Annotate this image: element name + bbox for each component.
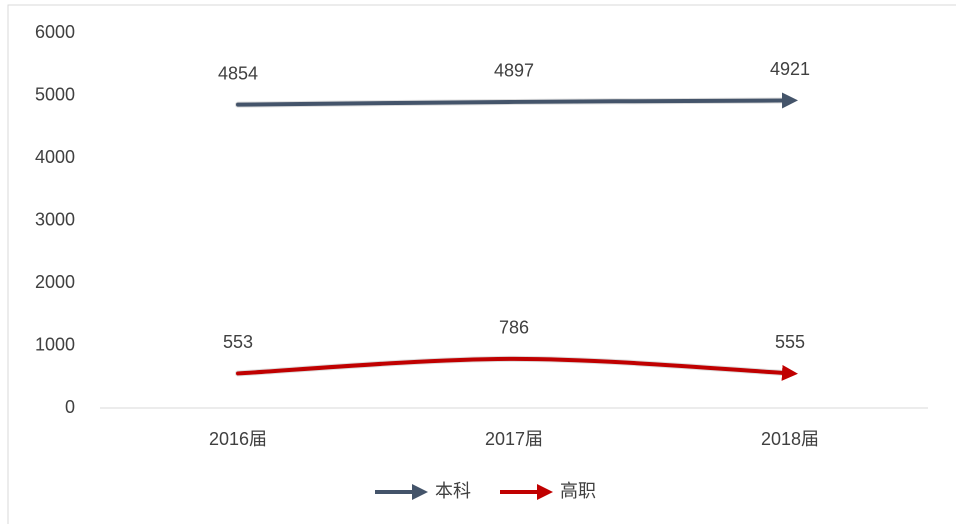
x-tick-label: 2018届 [761, 429, 819, 449]
y-tick-label: 3000 [35, 209, 75, 229]
legend-label: 高职 [560, 481, 596, 501]
chart-frame [7, 4, 956, 524]
y-tick-label: 2000 [35, 272, 75, 292]
y-tick-label: 4000 [35, 147, 75, 167]
x-tick-label: 2017届 [485, 429, 543, 449]
data-label: 4921 [770, 59, 810, 79]
data-label: 553 [223, 332, 253, 352]
data-label: 4897 [494, 61, 534, 81]
legend-label: 本科 [435, 481, 471, 501]
series-line [236, 356, 798, 381]
data-label: 4854 [218, 63, 258, 83]
data-label: 786 [499, 318, 529, 338]
y-tick-label: 5000 [35, 84, 75, 104]
x-tick-label: 2016届 [209, 429, 267, 449]
y-tick-label: 1000 [35, 334, 75, 354]
y-tick-label: 0 [65, 397, 75, 417]
data-label: 555 [775, 332, 805, 352]
y-tick-label: 6000 [35, 22, 75, 42]
series-line [236, 92, 798, 109]
